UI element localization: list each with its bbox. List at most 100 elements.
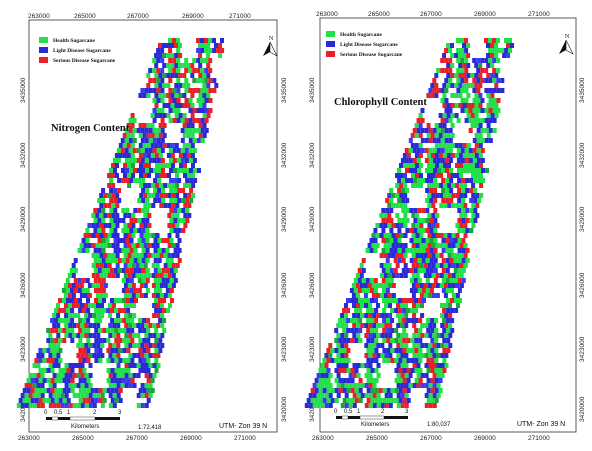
field-cell [440,333,445,338]
field-cell [444,323,449,328]
field-cell [394,398,399,403]
field-cell [110,308,115,313]
field-cell [423,243,428,248]
field-cell [128,118,133,123]
field-cell [451,273,456,278]
field-cell [67,283,72,288]
field-cell [109,178,114,183]
field-cell [469,208,474,213]
field-cell [154,83,159,88]
field-cell [143,173,147,178]
legend-label-light-disease: Light Disease Sugarcane [53,48,111,54]
field-cell [446,348,451,353]
field-cell [98,298,102,303]
field-cell [403,223,408,228]
field-cell [145,218,150,223]
field-cell [428,88,433,93]
field-cell [464,78,469,83]
field-cell [200,98,205,103]
field-cell [145,188,150,193]
field-cell [218,43,222,48]
field-cell [434,153,439,158]
field-cell [58,328,63,333]
field-cell [382,398,387,403]
legend-swatch-serious-disease [39,57,48,63]
field-cell [116,333,121,338]
field-cell [352,403,357,408]
field-cell [438,123,443,128]
field-cell [173,228,178,233]
field-cell [416,363,421,368]
field-cell [490,43,494,48]
field-cell [399,253,404,258]
field-cell [417,238,422,243]
field-cell [82,348,87,353]
field-cell [457,278,462,283]
field-cell [167,243,172,248]
field-cell [220,48,225,53]
field-cell [478,103,483,108]
field-cell [473,208,478,213]
field-cell [401,198,406,203]
field-cell [137,168,141,173]
field-cell [368,303,372,308]
field-cell [159,173,163,178]
field-cell [356,313,361,318]
field-cell [469,168,473,173]
field-cell [72,403,77,408]
field-cell [80,353,85,358]
field-cell [439,263,444,268]
field-cell [169,228,174,233]
field-cell [112,343,117,348]
field-cell [436,393,441,398]
field-cell [417,268,422,273]
field-cell [376,353,381,358]
field-cell [411,233,416,238]
field-cell [414,153,419,158]
field-cell [67,273,72,278]
field-cell [386,298,390,303]
field-cell [22,398,27,403]
field-cell [416,353,421,358]
field-cell [118,328,123,333]
field-cell [124,313,129,318]
field-cell [154,63,159,68]
field-cell [178,153,183,158]
field-cell [412,363,417,368]
tick-label: 3423000 [20,336,27,362]
tick-label: 3432000 [281,142,288,168]
field-cell [54,388,59,393]
field-cell [145,248,150,253]
field-cell [157,258,162,263]
field-cell [163,283,168,288]
tick-label: 265000 [74,13,96,20]
field-cell [202,93,207,98]
field-cell [206,53,211,58]
field-cell [132,333,137,338]
field-cell [368,323,373,328]
field-cell [172,148,177,153]
field-cell [340,383,345,388]
field-cell [123,283,128,288]
field-cell [427,253,432,258]
field-cell [370,338,375,343]
field-cell [141,178,146,183]
field-cell [122,348,127,353]
field-cell [420,303,424,308]
field-cell [62,298,66,303]
field-cell [461,278,466,283]
field-cell [420,343,425,348]
field-cell [440,148,445,153]
field-cell [98,398,103,403]
field-cell [431,193,436,198]
field-cell [338,358,343,363]
field-cell [322,358,327,363]
field-cell [166,143,171,148]
field-cell [52,393,57,398]
field-cell [389,268,394,273]
field-cell [399,273,404,278]
field-cell [448,78,453,83]
field-cell [428,393,433,398]
field-cell [412,148,417,153]
field-cell [350,388,355,393]
